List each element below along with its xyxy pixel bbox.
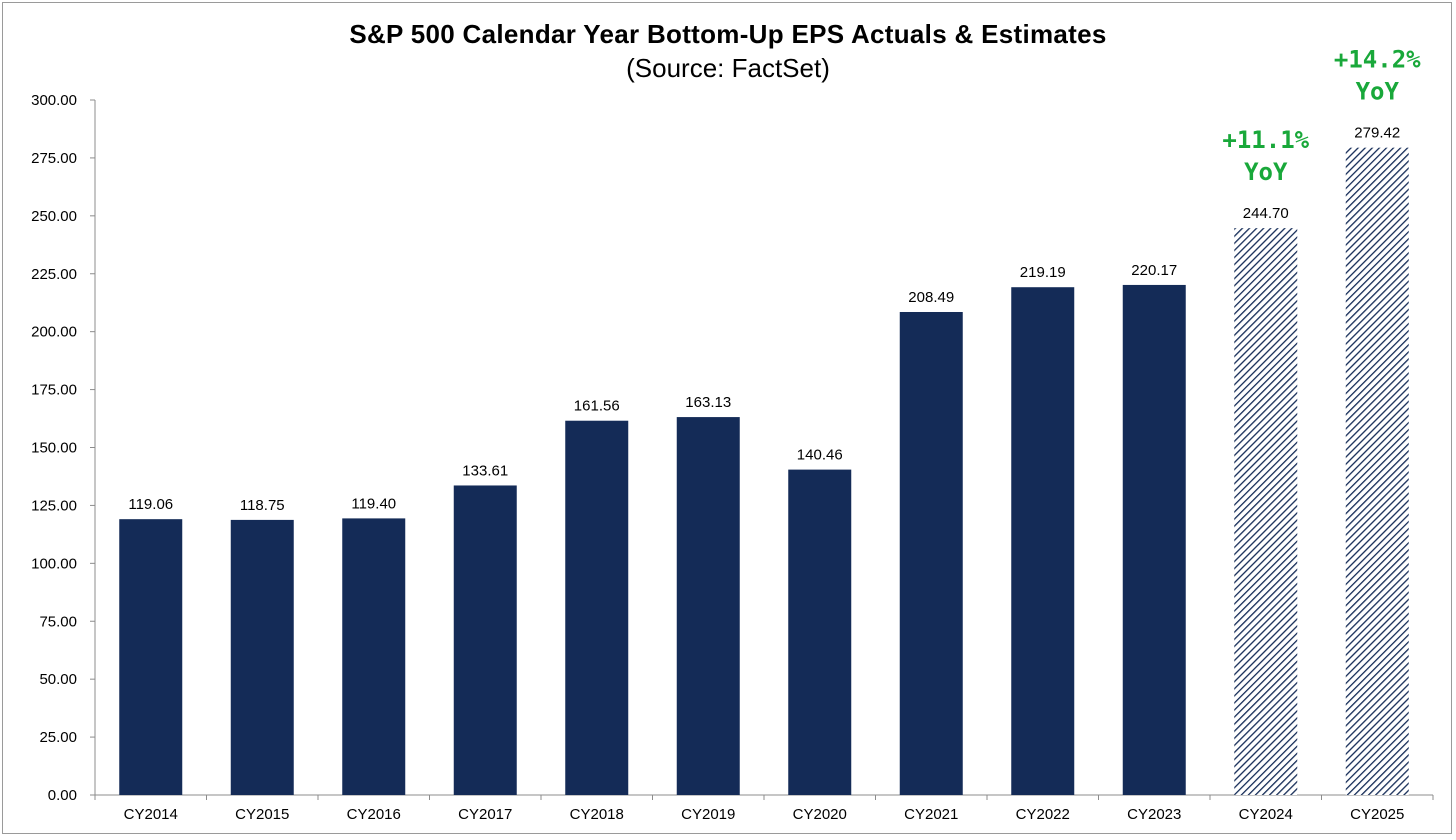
bars <box>119 147 1409 795</box>
chart-subtitle: (Source: FactSet) <box>626 53 830 83</box>
x-tick-label: CY2015 <box>235 806 289 823</box>
bar-value-label: 208.49 <box>908 289 954 306</box>
actual-bar <box>788 469 852 795</box>
yoy-annotation-line: +11.1% <box>1222 126 1309 154</box>
x-tick-label: CY2024 <box>1239 806 1293 823</box>
x-tick-label: CY2017 <box>458 806 512 823</box>
estimate-bar <box>1345 147 1409 795</box>
yoy-annotation-line: YoY <box>1244 158 1288 186</box>
bar-value-label: 219.19 <box>1020 264 1066 281</box>
y-tick-label: 50.00 <box>39 671 77 688</box>
x-tick-label: CY2022 <box>1016 806 1070 823</box>
x-tick-label: CY2019 <box>681 806 735 823</box>
annotations: +11.1% YoY +14.2% YoY <box>1222 46 1421 186</box>
estimate-bar <box>1234 228 1298 795</box>
y-tick-label: 25.00 <box>39 729 77 746</box>
x-tick-label: CY2020 <box>793 806 847 823</box>
bar-value-label: 119.40 <box>351 495 396 512</box>
bar-chart: 0.00 25.00 50.00 75.00 100.00 125.00 150.00 175… <box>31 46 1434 823</box>
y-tick-label: 200.00 <box>31 324 77 341</box>
y-tick-label: 125.00 <box>31 497 77 514</box>
x-tick-label: CY2014 <box>124 806 178 823</box>
actual-bar <box>1011 287 1075 795</box>
actual-bar <box>676 417 740 795</box>
actual-bar <box>342 518 406 795</box>
chart-title: S&P 500 Calendar Year Bottom-Up EPS Actu… <box>349 19 1107 49</box>
y-tick-label: 300.00 <box>31 92 77 109</box>
bar-value-label: 220.17 <box>1131 262 1177 279</box>
actual-bar <box>453 485 517 795</box>
y-tick-label: 75.00 <box>39 613 77 630</box>
actual-bar <box>1122 284 1186 795</box>
actual-bar <box>119 519 183 795</box>
y-tick-label: 275.00 <box>31 150 77 167</box>
bar-value-label: 279.42 <box>1354 125 1400 142</box>
yoy-annotation-line: YoY <box>1356 78 1400 106</box>
x-tick-label: CY2018 <box>570 806 624 823</box>
bar-value-label: 133.61 <box>462 462 508 479</box>
axes: 0.00 25.00 50.00 75.00 100.00 125.00 150.00 175… <box>31 92 1434 823</box>
yoy-annotation-line: +14.2% <box>1334 46 1421 74</box>
bar-value-label: 118.75 <box>240 497 285 514</box>
x-tick-label: CY2025 <box>1350 806 1404 823</box>
y-tick-label: 0.00 <box>48 787 77 804</box>
y-tick-label: 150.00 <box>31 440 77 457</box>
bar-value-label: 119.06 <box>128 496 173 513</box>
data-labels: 119.06 118.75 119.40 133.61 161.56 163.13 140.… <box>128 125 1400 514</box>
actual-bar <box>899 311 963 795</box>
x-tick-label: CY2016 <box>347 806 401 823</box>
bar-value-label: 161.56 <box>574 398 620 415</box>
bar-value-label: 140.46 <box>797 447 843 464</box>
y-tick-label: 100.00 <box>31 555 77 572</box>
bar-value-label: 163.13 <box>685 394 731 411</box>
y-tick-label: 250.00 <box>31 208 77 225</box>
x-tick-label: CY2021 <box>904 806 958 823</box>
actual-bar <box>230 519 294 795</box>
bar-value-label: 244.70 <box>1243 205 1289 222</box>
actual-bar <box>565 420 629 795</box>
y-tick-label: 175.00 <box>31 382 77 399</box>
x-tick-label: CY2023 <box>1127 806 1181 823</box>
y-tick-label: 225.00 <box>31 266 77 283</box>
